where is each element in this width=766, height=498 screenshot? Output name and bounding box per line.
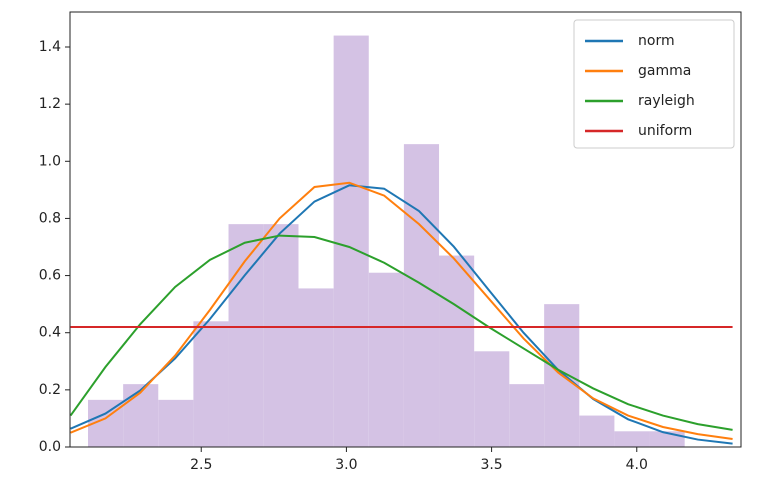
legend-label: gamma <box>638 63 691 79</box>
hist-bar <box>474 351 510 447</box>
fit-line <box>70 184 733 445</box>
y-tick-label: 0.4 <box>39 325 61 341</box>
fit-line <box>69 234 733 431</box>
hist-bar <box>403 144 440 447</box>
hist-bar <box>193 321 229 447</box>
legend-label: uniform <box>638 123 692 139</box>
fit-line <box>70 181 733 440</box>
x-tick-label: 3.0 <box>335 457 357 473</box>
y-tick-label: 1.4 <box>39 39 61 55</box>
axes-frame <box>69 11 742 448</box>
x-tick-label: 4.0 <box>626 457 648 473</box>
hist-bar <box>263 224 299 447</box>
hist-bar <box>614 431 650 447</box>
hist-bar <box>158 399 194 447</box>
hist-bar <box>579 415 615 447</box>
hist-bar <box>368 272 404 447</box>
hist-bar <box>439 255 475 447</box>
y-tick-label: 1.2 <box>39 96 61 112</box>
legend-label: rayleigh <box>638 93 695 109</box>
x-tick-label: 2.5 <box>190 457 212 473</box>
y-tick-label: 0.0 <box>39 439 61 455</box>
legend-label: norm <box>638 33 675 49</box>
x-tick-label: 3.5 <box>480 457 502 473</box>
y-tick-label: 0.6 <box>39 268 61 284</box>
hist-bar <box>298 288 334 447</box>
y-tick-label: 0.8 <box>39 210 61 226</box>
hist-bar <box>333 35 369 447</box>
hist-bar <box>123 384 159 447</box>
hist-bar <box>509 384 545 447</box>
hist-bar <box>228 224 264 447</box>
y-tick-label: 0.2 <box>39 382 61 398</box>
legend-box <box>573 19 735 149</box>
y-tick-label: 1.0 <box>39 153 61 169</box>
